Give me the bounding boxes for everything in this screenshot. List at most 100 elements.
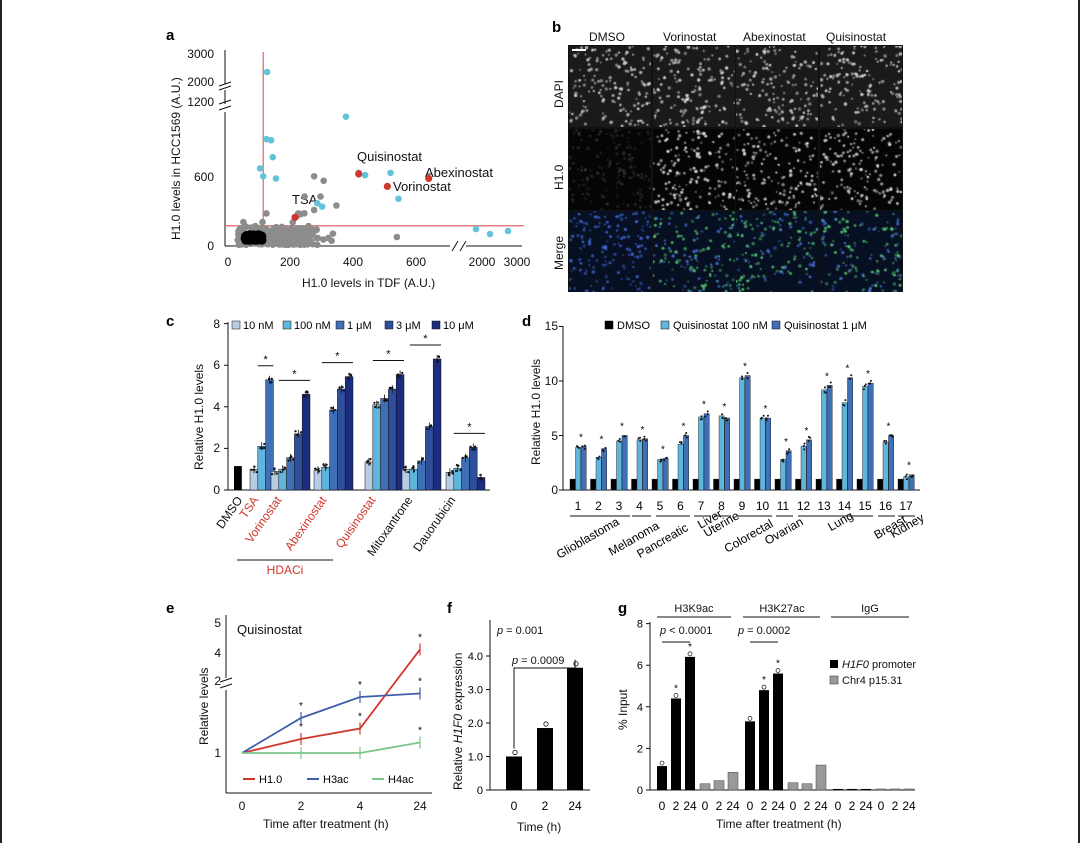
panel-g-legend-swatch-other	[829, 675, 839, 685]
line-label: 11	[777, 499, 790, 513]
significance-star: *	[386, 349, 391, 361]
panel-a-xlabel: H1.0 levels in TDF (A.U.)	[302, 276, 435, 290]
legend-swatch	[604, 320, 614, 330]
bar-line-6-2	[683, 435, 690, 491]
data-dot	[678, 441, 681, 444]
bar-h1f0-0	[657, 766, 667, 790]
data-dot	[741, 375, 744, 378]
scatter-point-other	[296, 235, 304, 243]
bar-line-4-2	[642, 438, 649, 491]
bar-line-16-0	[877, 478, 884, 491]
panel-a-ylabel: H1.0 levels in HCC1569 (A.U.)	[169, 77, 183, 240]
bar-line-11-2	[785, 450, 792, 491]
panel-a-xtick-200: 200	[280, 255, 300, 269]
data-dot	[844, 399, 847, 402]
scatter-point-hdaci	[291, 213, 299, 221]
scatter-point-other	[254, 225, 262, 232]
scatter-point-other	[329, 230, 337, 237]
bar-line-7-2	[703, 413, 710, 491]
panel-g-group-h3k27ac: H3K27ac	[759, 603, 805, 615]
data-dot	[324, 466, 328, 469]
data-dot	[724, 416, 727, 419]
category-label-dauorubicin: Dauorubicin	[410, 494, 458, 554]
scatter-point-other	[248, 224, 255, 231]
data-dot	[471, 448, 474, 451]
scatter-point-other	[301, 193, 308, 200]
significance-star: *	[579, 432, 583, 443]
panel-letter-a: a	[166, 27, 175, 44]
data-dot	[721, 416, 724, 419]
panel-f-chart: 0 1.0 2.0 3.0 4.0 0 2 24	[468, 620, 590, 813]
xtick: 0	[511, 799, 518, 813]
data-dot	[348, 373, 351, 376]
xtick: 24	[568, 799, 582, 813]
data-dot	[868, 382, 871, 385]
data-dot	[333, 408, 337, 412]
bar-line-4-0	[631, 478, 638, 491]
data-dot	[706, 410, 709, 413]
micrograph-canvas	[569, 211, 651, 292]
scatter-point-hit	[395, 195, 402, 203]
panel-g-yaxis	[646, 622, 651, 791]
xtick: 24	[771, 799, 785, 813]
significance-star: *	[335, 351, 340, 363]
panel-letter-g: g	[618, 600, 627, 617]
panel-c-yaxis	[224, 322, 229, 491]
panel-c-legend: 10 nM 100 nM 1 μM 3 μM 10 μM	[231, 320, 474, 332]
data-dot	[459, 469, 462, 472]
data-dot	[637, 437, 640, 440]
bar-quisinostat-2	[380, 398, 389, 491]
data-dot	[377, 401, 380, 404]
bar-line-13-1	[821, 389, 828, 491]
data-dot	[267, 377, 271, 380]
micrograph-canvas	[819, 128, 902, 210]
panel-g-p2-value: = 0.0002	[744, 625, 790, 637]
data-dot	[747, 716, 753, 721]
annotation-vorinostat: Vorinostat	[393, 179, 451, 194]
data-dot	[283, 466, 286, 469]
data-dot	[436, 359, 439, 362]
panel-f-p-pair: p = 0.0009	[511, 655, 564, 667]
data-dot	[279, 470, 282, 474]
panel-a-xtick-600: 600	[406, 255, 426, 269]
bar-line-17-0	[897, 478, 904, 491]
data-dot	[583, 444, 586, 447]
data-dot	[325, 463, 328, 466]
data-dot	[270, 473, 274, 476]
xtick: 24	[683, 799, 697, 813]
panel-e-axes	[219, 615, 432, 794]
data-dot	[304, 391, 307, 394]
data-dot	[581, 445, 584, 448]
data-dot	[391, 386, 394, 389]
panel-e-xtick-24: 24	[413, 799, 427, 813]
xtick: 2	[849, 799, 856, 813]
significance-star: *	[762, 675, 766, 686]
scatter-point-other	[310, 172, 318, 180]
micrograph-canvas	[736, 128, 818, 210]
panel-b-col-quisinostat: Quisinostat	[826, 30, 887, 44]
significance-star: *	[418, 677, 422, 688]
data-dot	[404, 465, 407, 469]
data-dot	[396, 373, 400, 376]
micrograph-canvas	[819, 211, 902, 292]
legend-label: 3 μM	[396, 320, 421, 332]
panel-a-ytick-0: 0	[207, 239, 214, 253]
bar-line-15-1	[862, 386, 869, 491]
significance-star: *	[358, 712, 362, 723]
legend-label: 100 nM	[294, 320, 331, 332]
data-dot	[782, 460, 785, 463]
panel-f-ylabel-gene: H1F0	[451, 714, 465, 744]
data-dot	[573, 661, 579, 667]
bar-chr4-8	[903, 788, 915, 791]
data-dot	[673, 693, 679, 698]
legend-label: DMSO	[617, 320, 650, 332]
panel-g-legend-swatch-gene	[830, 660, 838, 668]
bar-abexinostat-2	[329, 409, 338, 491]
micrograph-canvas	[819, 46, 902, 127]
micrograph-merge-vorinostat	[652, 211, 735, 292]
panel-g-p1-p: p	[659, 625, 666, 637]
bar-line-5-1	[657, 459, 664, 491]
scatter-point-hdaci	[383, 182, 391, 190]
data-dot	[417, 461, 420, 464]
significance-star: *	[887, 422, 891, 433]
